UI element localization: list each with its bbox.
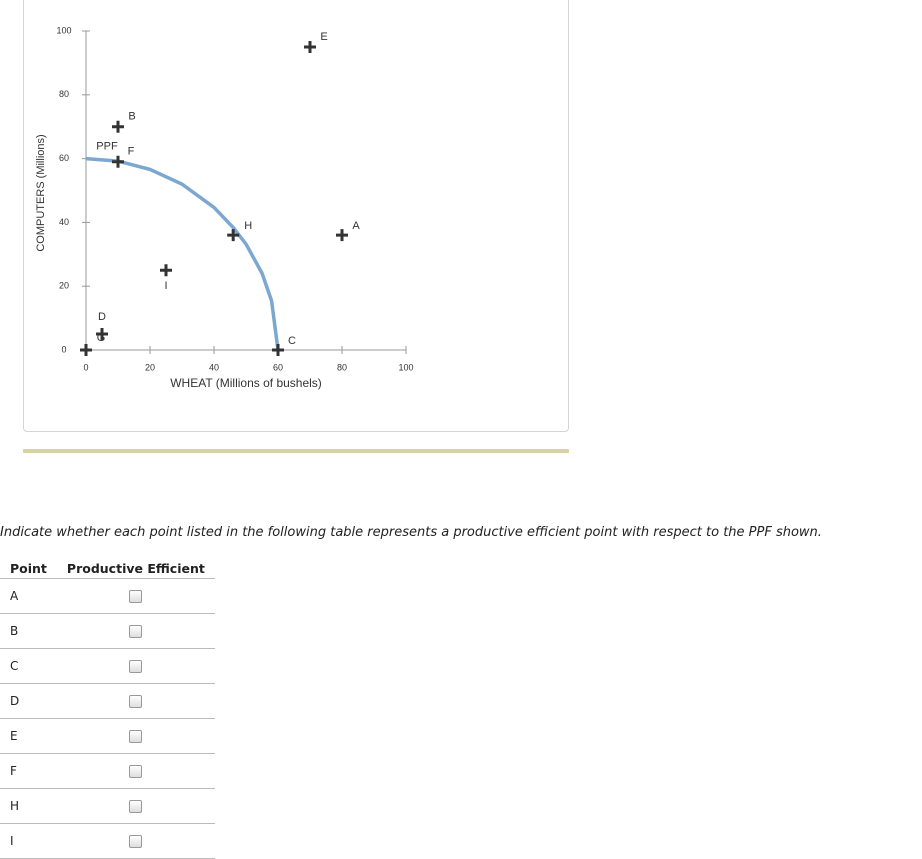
checkbox[interactable] (129, 765, 143, 778)
table-row: D (0, 683, 215, 719)
y-tick-label: 60 (59, 153, 69, 163)
header-cell: Productive Efficient (56, 558, 215, 579)
point-cell: F (0, 753, 57, 789)
header-cell: Point (0, 558, 57, 579)
point-marker (112, 155, 124, 168)
checkbox-cell (56, 718, 215, 754)
point-cell: D (0, 683, 57, 719)
table-row: C (0, 648, 215, 684)
point-cell: A (0, 578, 57, 614)
instruction: Indicate whether each point listed in th… (0, 525, 822, 540)
point-label: C (288, 335, 296, 347)
divider (23, 449, 569, 453)
y-tick-label: 0 (61, 344, 66, 354)
point-cell: H (0, 788, 57, 824)
checkbox-cell (56, 683, 215, 719)
point-label: E (320, 31, 327, 43)
x-tick-label: 20 (145, 362, 155, 372)
x-tick-label: 60 (273, 362, 283, 372)
point-marker (227, 229, 240, 242)
x-tick-label: 40 (209, 362, 219, 372)
table-row: B (0, 613, 215, 649)
point-cell: B (0, 613, 57, 649)
table-row: F (0, 753, 215, 789)
x-tick-label: 80 (337, 362, 347, 372)
point-marker (80, 344, 92, 356)
checkbox[interactable] (129, 625, 143, 638)
checkbox-cell (56, 613, 215, 649)
checkbox-cell (56, 648, 215, 684)
point-marker (160, 264, 172, 277)
point-marker (336, 229, 348, 242)
chart-frame (23, 0, 569, 432)
point-cell: E (0, 718, 57, 754)
point-marker (272, 344, 284, 356)
checkbox-cell (56, 823, 215, 859)
table-row: A (0, 578, 215, 614)
x-tick-label: 100 (398, 362, 413, 372)
point-marker (304, 40, 316, 53)
point-cell: I (0, 823, 57, 859)
point-label: H (244, 220, 252, 232)
checkbox[interactable] (129, 835, 143, 848)
checkbox[interactable] (129, 730, 143, 743)
y-tick-label: 80 (59, 89, 69, 99)
checkbox[interactable] (129, 590, 143, 603)
checkbox-cell (56, 788, 215, 824)
chart: WHEAT (Millions of bushels) COMPUTERS (M… (35, 25, 414, 390)
y-tick-label: 100 (56, 25, 71, 35)
table-row: E (0, 718, 215, 754)
checkbox[interactable] (129, 695, 143, 708)
checkbox[interactable] (129, 800, 143, 813)
checkbox[interactable] (129, 660, 143, 673)
x-axis-label: WHEAT (Millions of bushels) (170, 376, 322, 390)
x-tick-label: 0 (83, 362, 88, 372)
table-row: H (0, 788, 215, 824)
y-tick-label: 40 (59, 217, 69, 227)
checkbox-cell (56, 753, 215, 789)
point-label: G (97, 332, 106, 344)
point-label: D (98, 311, 106, 323)
point-cell: C (0, 648, 57, 684)
point-label: A (352, 220, 360, 232)
point-label: F (128, 146, 135, 158)
y-tick-label: 20 (59, 281, 69, 291)
ppf-curve (85, 156, 280, 351)
y-axis-label: COMPUTERS (Millions) (35, 134, 47, 251)
point-marker (96, 328, 108, 341)
checkbox-cell (56, 578, 215, 614)
table-row: I (0, 823, 215, 859)
point-marker (112, 120, 124, 133)
series-label: PPF (96, 141, 118, 153)
point-label: I (164, 280, 167, 292)
point-label: B (128, 111, 135, 123)
